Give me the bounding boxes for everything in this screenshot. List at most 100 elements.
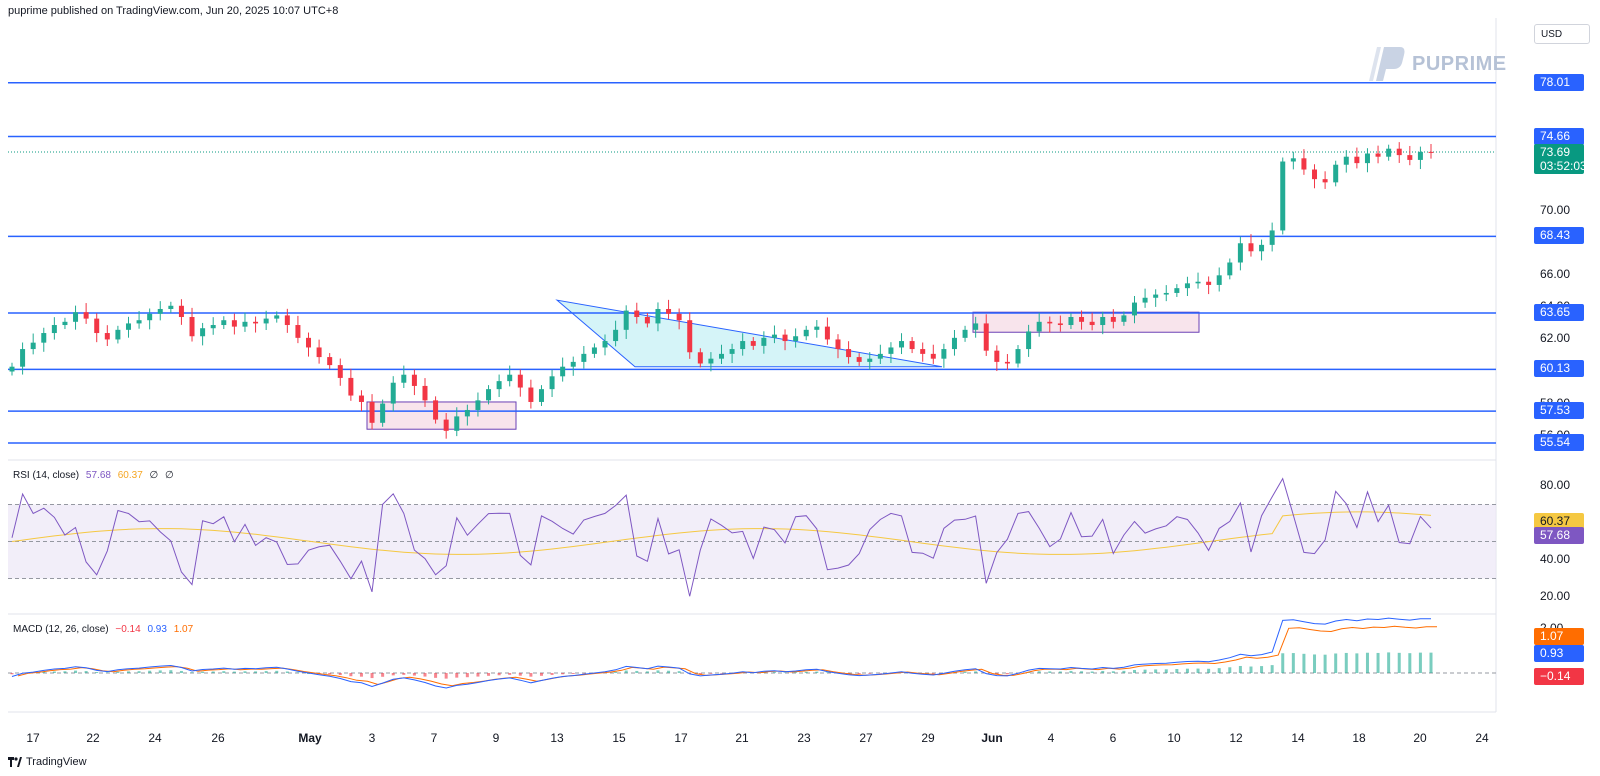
candle-body: [94, 318, 100, 334]
candle-body: [1015, 349, 1021, 364]
macd-histogram-bar: [709, 673, 713, 674]
candle-body: [1227, 262, 1233, 276]
candle-body: [761, 337, 767, 346]
macd-histogram-bar: [487, 673, 491, 676]
macd-histogram-bar: [1154, 669, 1158, 673]
macd-histogram-bar: [550, 673, 554, 675]
candle-body: [719, 353, 724, 359]
macd-histogram-bar: [423, 673, 427, 677]
macd-histogram-bar: [296, 672, 300, 673]
triangle-pattern: [555, 299, 943, 368]
macd-histogram-bar: [455, 673, 459, 678]
time-axis-tick: 17: [674, 731, 688, 745]
candle-body: [1216, 275, 1222, 285]
range-box: [366, 401, 517, 430]
macd-histogram-bar: [1270, 665, 1274, 673]
price-axis-tick: 62.00: [1540, 331, 1571, 346]
time-axis-tick: 4: [1047, 731, 1055, 745]
candle-body: [994, 350, 1000, 362]
candle-body: [1004, 361, 1010, 364]
macd-line-tag: 0.93: [1534, 645, 1584, 662]
macd-histogram-bar: [169, 670, 173, 673]
candle-body: [454, 416, 460, 431]
candle-body: [676, 313, 682, 321]
macd-histogram-bar: [1344, 652, 1348, 673]
macd-histogram-bar: [1207, 668, 1211, 673]
candle-body: [899, 341, 905, 348]
candle-body: [771, 334, 777, 338]
macd-histogram-bar: [243, 671, 247, 673]
candle-body: [295, 325, 301, 338]
macd-histogram-bar: [1291, 653, 1295, 673]
macd-histogram-bar: [508, 673, 512, 675]
macd-histogram-bar: [1175, 669, 1179, 673]
macd-histogram-bar: [1111, 671, 1115, 673]
macd-histogram-bar: [645, 671, 649, 673]
tradingview-logo[interactable]: TradingView: [8, 756, 87, 768]
time-axis-tick: 22: [86, 731, 100, 745]
candle-body: [327, 357, 333, 366]
currency-selector[interactable]: USD: [1534, 24, 1590, 44]
candle-body: [1269, 230, 1275, 245]
candle-body: [613, 329, 619, 342]
macd-histogram-bar: [677, 671, 681, 673]
candle-body: [1057, 323, 1063, 326]
candle-body: [1121, 315, 1127, 322]
candle-body: [274, 315, 280, 319]
candle-body: [803, 329, 809, 337]
candle-body: [1354, 156, 1360, 164]
macd-histogram-bar: [381, 673, 385, 677]
candle-body: [602, 341, 608, 348]
macd-histogram-bar: [931, 673, 935, 674]
level-price-tag: 60.13: [1534, 360, 1584, 378]
candle-body: [115, 329, 121, 340]
macd-legend[interactable]: MACD (12, 26, close) −0.14 0.93 1.07: [13, 624, 197, 635]
macd-histogram-bar: [1334, 653, 1338, 673]
rsi-legend-name: RSI (14, close): [13, 470, 80, 481]
candle-body: [877, 353, 883, 359]
candle-body: [20, 349, 26, 367]
macd-histogram-bar: [995, 673, 999, 674]
candle-body: [1131, 302, 1137, 316]
macd-histogram-bar: [444, 673, 448, 679]
candle-body: [549, 376, 555, 390]
candle-body: [1089, 321, 1095, 326]
time-axis-tick: 15: [612, 731, 626, 745]
macd-histogram-bar: [148, 670, 152, 673]
publisher-header: puprime published on TradingView.com, Ju…: [8, 5, 339, 17]
macd-histogram-bar: [614, 671, 618, 673]
macd-histogram-bar: [211, 671, 215, 673]
macd-histogram-bar: [465, 673, 469, 678]
candle-body: [136, 320, 142, 324]
candle-body: [1142, 297, 1148, 303]
time-axis-tick: 9: [492, 731, 500, 745]
candle-body: [835, 339, 841, 350]
macd-histogram-bar: [412, 673, 416, 676]
macd-histogram-bar: [1408, 653, 1412, 673]
rsi-axis-tick: 40.00: [1540, 552, 1571, 566]
candle-body: [951, 337, 957, 350]
macd-histogram-bar: [10, 673, 14, 675]
candle-body: [962, 329, 968, 338]
macd-histogram-bar: [1069, 670, 1073, 673]
macd-legend-name: MACD (12, 26, close): [13, 624, 109, 635]
time-axis-tick: 29: [921, 731, 935, 745]
candle-body: [30, 342, 36, 350]
candle-body: [666, 308, 672, 314]
candle-body: [433, 400, 439, 420]
macd-signal-legend-value: 1.07: [173, 624, 194, 635]
rsi-legend[interactable]: RSI (14, close) 57.68 60.37 ∅ ∅: [13, 470, 178, 481]
candle-body: [411, 374, 417, 386]
candle-body: [1290, 158, 1296, 162]
candle-body: [475, 400, 481, 410]
candle-body: [1206, 281, 1212, 285]
macd-histogram-bar: [328, 673, 332, 675]
candle-body: [750, 341, 756, 346]
candle-body: [623, 310, 629, 330]
macd-histogram-bar: [1217, 668, 1221, 673]
candle-body: [1375, 153, 1381, 157]
candle-body: [253, 321, 259, 324]
macd-hist-tag: −0.14: [1534, 668, 1584, 685]
macd-histogram-bar: [1196, 668, 1200, 673]
